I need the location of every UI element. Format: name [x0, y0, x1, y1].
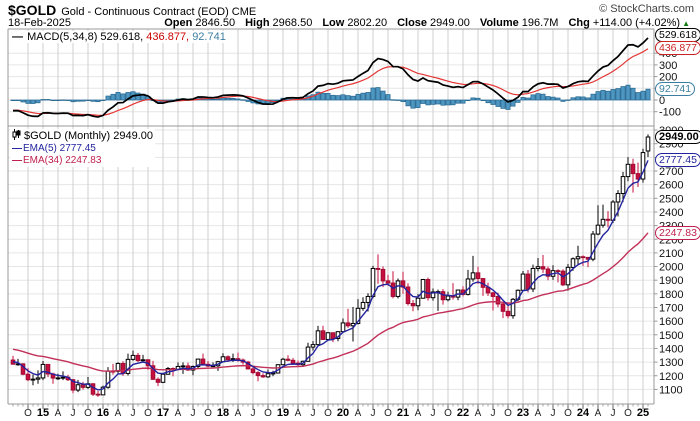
svg-text:O: O [144, 408, 152, 419]
svg-text:2500: 2500 [659, 193, 683, 205]
svg-text:J: J [431, 408, 436, 419]
svg-text:J: J [191, 408, 196, 419]
svg-text:1900: 1900 [659, 275, 683, 287]
svg-text:A: A [535, 408, 542, 419]
price-close-bubble: 2949.00 [655, 130, 700, 144]
svg-text:20: 20 [337, 407, 349, 419]
svg-text:1400: 1400 [659, 343, 683, 355]
quote-open: Open 2846.50 [164, 17, 236, 29]
svg-text:15: 15 [37, 407, 49, 419]
svg-text:J: J [311, 408, 316, 419]
svg-text:A: A [115, 408, 122, 419]
svg-text:O: O [84, 408, 92, 419]
svg-text:O: O [504, 408, 512, 419]
svg-text:O: O [624, 408, 632, 419]
ema5-value-bubble: 2777.45 [655, 153, 700, 167]
svg-text:200: 200 [659, 72, 677, 84]
symbol-description: Gold - Continuous Contract (EOD) CME [61, 6, 257, 18]
quote-row: 18-Feb-2025 Open 2846.50 High 2968.50 Low 2… [0, 17, 700, 30]
svg-text:A: A [355, 408, 362, 419]
svg-text:16: 16 [97, 407, 109, 419]
symbol: $GOLD [8, 2, 57, 18]
svg-text:19: 19 [277, 407, 289, 419]
svg-text:24: 24 [577, 407, 590, 419]
copyright: © StockCharts.com [599, 3, 694, 15]
macd-line-swatch: — [12, 31, 23, 43]
ema34-legend: — EMA(34) 2247.83 [12, 155, 102, 166]
macd-signal-bubble: 436.877 [655, 41, 700, 55]
svg-text:J: J [131, 408, 136, 419]
svg-text:O: O [24, 408, 32, 419]
svg-text:-100: -100 [659, 107, 681, 119]
ema34-swatch: — [12, 155, 22, 166]
svg-text:22: 22 [457, 407, 469, 419]
svg-text:A: A [475, 408, 482, 419]
svg-text:2000: 2000 [659, 262, 683, 274]
price-legend: $GOLD (Monthly) 2949.00 — EMA(5) 2777.45 … [10, 129, 156, 167]
svg-text:0: 0 [659, 95, 665, 107]
svg-text:1200: 1200 [659, 371, 683, 383]
svg-text:O: O [444, 408, 452, 419]
chart-header: $GOLD Gold - Continuous Contract (EOD) CM… [0, 0, 700, 30]
ema5-swatch: — [12, 143, 22, 154]
macd-legend: — MACD(5,34,8) 529.618, 436.877, 92.741 [10, 31, 228, 43]
title-row: $GOLD Gold - Continuous Contract (EOD) CM… [0, 0, 700, 18]
svg-text:O: O [324, 408, 332, 419]
svg-text:A: A [235, 408, 242, 419]
svg-text:1500: 1500 [659, 330, 683, 342]
svg-text:300: 300 [659, 60, 677, 72]
svg-text:1100: 1100 [659, 384, 683, 396]
svg-text:2700: 2700 [659, 166, 683, 178]
svg-text:2600: 2600 [659, 180, 683, 192]
change-up-icon: ▲ [682, 19, 690, 28]
svg-text:1600: 1600 [659, 316, 683, 328]
svg-text:1700: 1700 [659, 303, 683, 315]
svg-text:J: J [491, 408, 496, 419]
candlestick-icon [12, 129, 21, 143]
svg-text:23: 23 [517, 407, 529, 419]
svg-text:O: O [384, 408, 392, 419]
macd-hist-bubble: 92.741 [655, 82, 696, 96]
svg-text:O: O [564, 408, 572, 419]
svg-text:A: A [55, 408, 62, 419]
price-legend-title: $GOLD (Monthly) 2949.00 [12, 129, 153, 143]
quote-change: Chg +114.00 (+4.02%) ▲ [568, 17, 690, 29]
quote-date: 18-Feb-2025 [8, 17, 71, 29]
quote-low: Low 2802.20 [322, 17, 388, 29]
ema5-legend: — EMA(5) 2777.45 [12, 143, 96, 154]
svg-text:J: J [371, 408, 376, 419]
svg-text:A: A [595, 408, 602, 419]
svg-text:2100: 2100 [659, 248, 683, 260]
macd-value-bubble: 529.618 [655, 28, 700, 42]
macd-signal-value: 436.877, [146, 31, 190, 43]
macd-legend-value: MACD(5,34,8) 529.618, [27, 31, 144, 43]
svg-text:A: A [175, 408, 182, 419]
quote-close: Close 2949.00 [397, 17, 470, 29]
macd-hist-value: 92.741 [192, 31, 226, 43]
svg-text:A: A [295, 408, 302, 419]
quote-volume: Volume 196.7M [479, 17, 559, 29]
quote-high: High 2968.50 [245, 17, 313, 29]
svg-text:17: 17 [157, 407, 169, 419]
svg-text:18: 18 [217, 407, 229, 419]
svg-text:1300: 1300 [659, 357, 683, 369]
svg-text:J: J [71, 408, 76, 419]
svg-text:J: J [551, 408, 556, 419]
svg-text:J: J [611, 408, 616, 419]
svg-text:O: O [264, 408, 272, 419]
svg-text:O: O [204, 408, 212, 419]
svg-text:21: 21 [397, 407, 409, 419]
svg-text:A: A [415, 408, 422, 419]
svg-text:2400: 2400 [659, 207, 683, 219]
svg-text:25: 25 [637, 407, 649, 419]
svg-text:J: J [251, 408, 256, 419]
svg-text:1800: 1800 [659, 289, 683, 301]
ema34-value-bubble: 2247.83 [655, 226, 700, 240]
